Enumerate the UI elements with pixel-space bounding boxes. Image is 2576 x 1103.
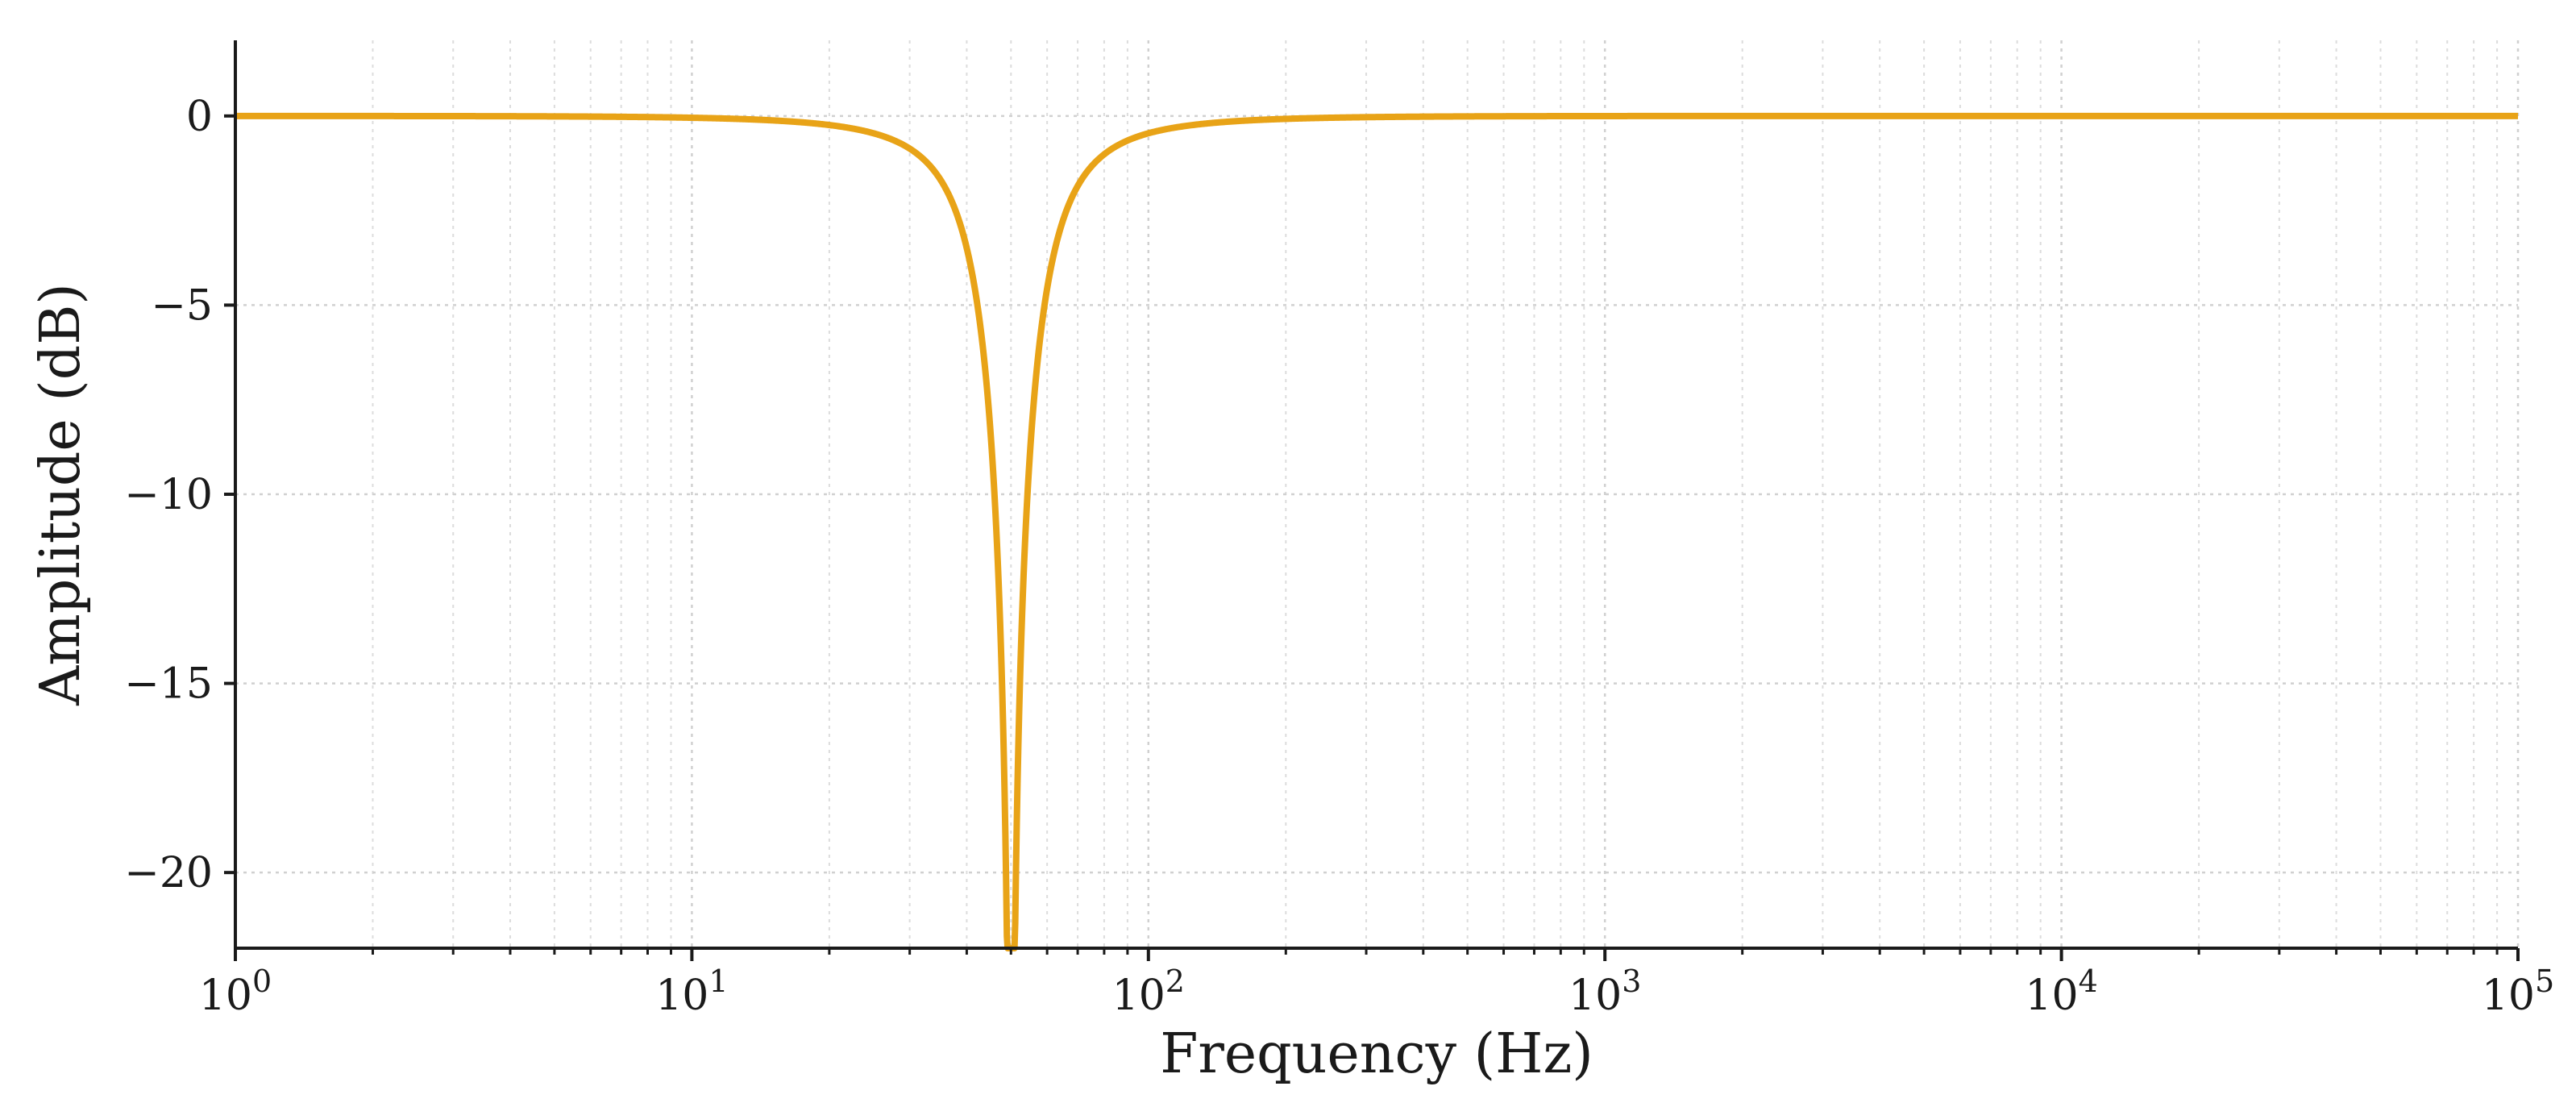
x-tick-label: 104	[2025, 964, 2097, 1020]
x-tick-label: 102	[1112, 964, 1185, 1020]
y-tick-label: −15	[124, 660, 213, 709]
y-tick-label: −20	[124, 849, 213, 897]
tick-labels: 0 −5 −10 −15 −20 100 101 102 103 104 105	[124, 93, 2554, 1020]
x-tick-label: 103	[1568, 964, 1641, 1020]
plot-area	[232, 112, 2521, 951]
x-tick-label: 100	[199, 964, 272, 1020]
y-tick-label: −5	[151, 281, 213, 330]
x-tick-label: 101	[655, 964, 728, 1020]
x-axis-title: Frequency (Hz)	[1160, 1022, 1593, 1086]
y-tick-label: 0	[186, 93, 213, 141]
series-line	[232, 112, 2521, 951]
x-tick-label: 105	[2482, 964, 2554, 1020]
y-axis-title: Amplitude (dB)	[29, 283, 93, 706]
y-tick-label: −10	[124, 471, 213, 519]
grid	[235, 40, 2520, 948]
axes	[224, 40, 2520, 961]
